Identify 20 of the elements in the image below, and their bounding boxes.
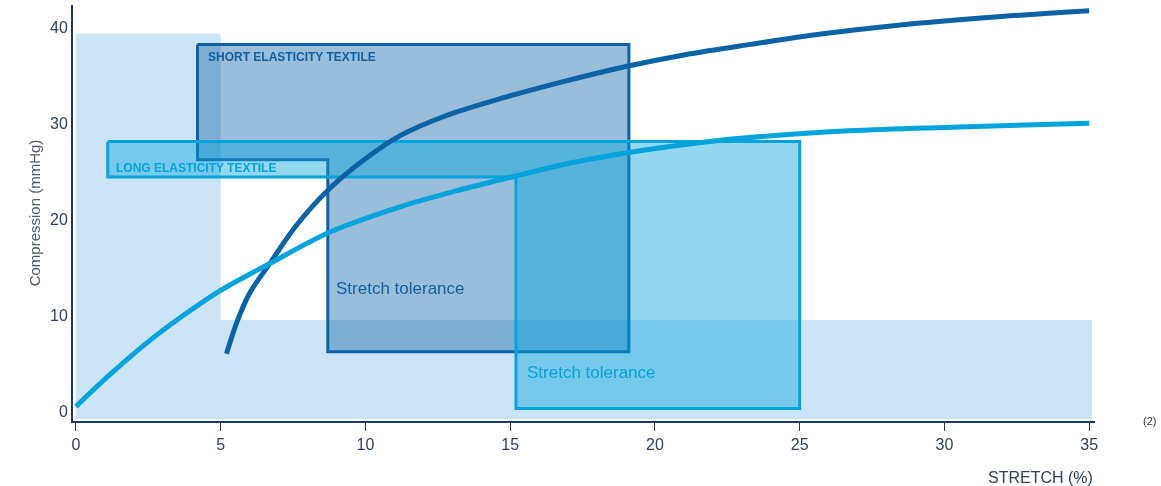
- text: (2): [1143, 415, 1157, 427]
- y-axis-title: Compression (mmHg): [25, 139, 43, 287]
- y-tick-label: 20: [50, 210, 68, 228]
- y-tick-label: 10: [50, 306, 68, 324]
- y-tick-label: 40: [50, 18, 68, 36]
- x-tick-label: 30: [935, 436, 954, 454]
- annotation: LONG ELASTICITY TEXTILE: [116, 161, 277, 175]
- y-tick-label: 30: [50, 114, 68, 132]
- x-axis-title: STRETCH (%): [988, 469, 1093, 486]
- x-tick-label: 15: [501, 436, 520, 454]
- annotation: Stretch tolerance: [336, 279, 465, 298]
- y-tick-label: 0: [58, 402, 68, 420]
- x-tick-label: 35: [1080, 436, 1099, 454]
- x-tick-label: 5: [216, 436, 226, 454]
- annotation: Stretch tolerance: [527, 363, 656, 382]
- x-tick-label: 0: [71, 436, 81, 454]
- x-tick-label: 20: [646, 436, 664, 454]
- x-tick-label: 10: [356, 436, 375, 454]
- x-tick-label: 25: [790, 436, 809, 454]
- annotation: SHORT ELASTICITY TEXTILE: [208, 50, 376, 64]
